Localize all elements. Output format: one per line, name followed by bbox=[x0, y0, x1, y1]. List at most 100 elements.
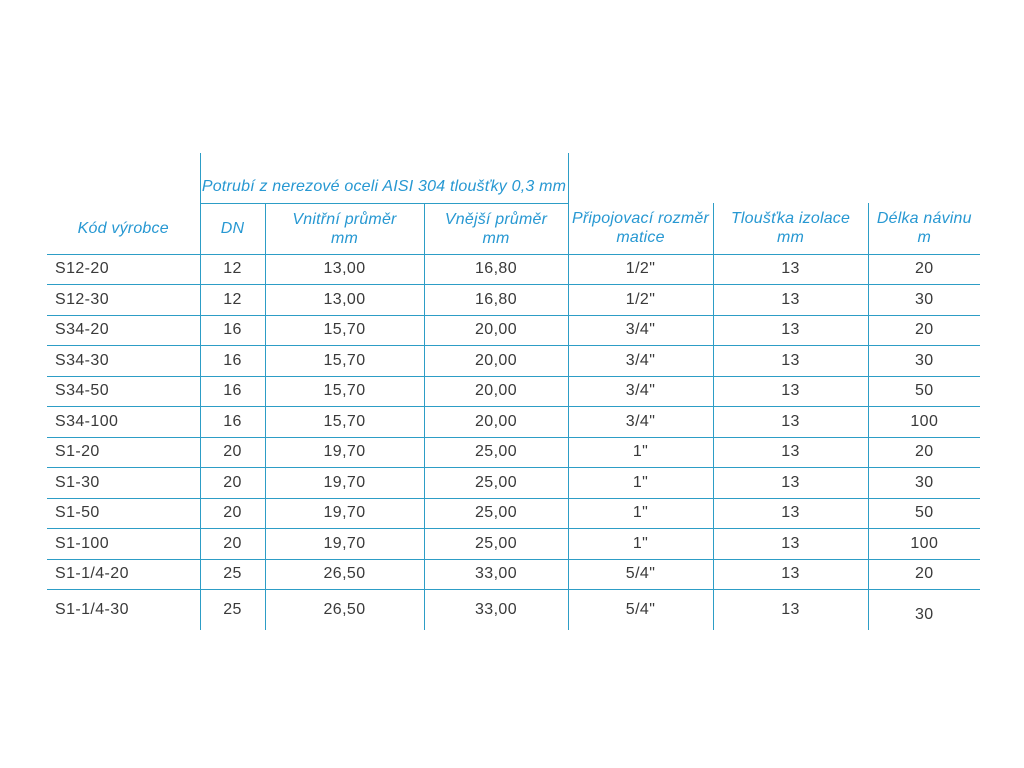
table-row: S1-100 20 19,70 25,00 1" 13 100 bbox=[47, 528, 981, 559]
cell-tloustka-izolace: 13 bbox=[712, 528, 869, 559]
cell-kod-vyrobce: S34-20 bbox=[47, 314, 200, 346]
cell-vnejsi-prumer: 20,00 bbox=[423, 375, 569, 407]
cell-pripojovaci-rozmer: 1" bbox=[567, 497, 714, 529]
cell-dn: 16 bbox=[199, 375, 265, 407]
cell-vnitrni-prumer: 13,00 bbox=[264, 253, 424, 285]
col-header-label: Vnitřní průměr bbox=[292, 210, 397, 228]
cell-vnitrni-prumer: 15,70 bbox=[264, 314, 424, 346]
product-spec-table: Potrubí z nerezové oceli AISI 304 tloušť… bbox=[47, 153, 981, 630]
cell-pripojovaci-rozmer: 1/2" bbox=[567, 284, 714, 315]
empty-corner-cell bbox=[47, 153, 200, 203]
cell-vnejsi-prumer: 25,00 bbox=[423, 497, 569, 529]
cell-vnitrni-prumer: 15,70 bbox=[264, 375, 424, 407]
span-header-row: Potrubí z nerezové oceli AISI 304 tloušť… bbox=[47, 153, 980, 204]
cell-tloustka-izolace: 13 bbox=[712, 314, 869, 346]
cell-pripojovaci-rozmer: 3/4" bbox=[567, 345, 714, 376]
table-row: S1-20 20 19,70 25,00 1" 13 20 bbox=[47, 436, 981, 468]
col-header-kod-vyrobce: Kód výrobce bbox=[47, 203, 200, 255]
cell-delka-navinu: 20 bbox=[867, 253, 981, 285]
cell-dn: 12 bbox=[199, 253, 265, 285]
cell-vnejsi-prumer: 20,00 bbox=[423, 406, 569, 437]
cell-kod-vyrobce: S12-30 bbox=[47, 284, 200, 315]
cell-tloustka-izolace: 13 bbox=[712, 284, 869, 315]
cell-tloustka-izolace: 13 bbox=[712, 436, 869, 468]
table-row: S1-1/4-20 25 26,50 33,00 5/4" 13 20 bbox=[47, 558, 981, 590]
table-row: S12-20 12 13,00 16,80 1/2" 13 20 bbox=[47, 253, 981, 285]
cell-pripojovaci-rozmer: 1" bbox=[567, 467, 714, 498]
cell-tloustka-izolace: 13 bbox=[712, 406, 869, 437]
cell-vnitrni-prumer: 19,70 bbox=[264, 436, 424, 468]
cell-vnejsi-prumer: 25,00 bbox=[423, 467, 569, 498]
cell-tloustka-izolace: 13 bbox=[712, 558, 869, 590]
cell-kod-vyrobce: S1-100 bbox=[47, 528, 200, 559]
cell-dn: 25 bbox=[199, 589, 265, 630]
cell-kod-vyrobce: S34-100 bbox=[47, 406, 200, 437]
cell-tloustka-izolace: 13 bbox=[712, 497, 869, 529]
table-row: S1-1/4-30 25 26,50 33,00 5/4" 13 30 bbox=[47, 589, 981, 630]
cell-delka-navinu: 20 bbox=[867, 558, 981, 590]
cell-dn: 20 bbox=[199, 436, 265, 468]
table-row: S1-30 20 19,70 25,00 1" 13 30 bbox=[47, 467, 981, 498]
col-header-label: Kód výrobce bbox=[77, 219, 169, 237]
cell-delka-navinu: 30 bbox=[867, 589, 981, 630]
cell-dn: 12 bbox=[199, 284, 265, 315]
cell-dn: 16 bbox=[199, 314, 265, 346]
cell-delka-navinu: 100 bbox=[867, 528, 981, 559]
cell-pripojovaci-rozmer: 1" bbox=[567, 436, 714, 468]
cell-delka-navinu: 20 bbox=[867, 314, 981, 346]
col-header-vnitrni-prumer: Vnitřní průměr mm bbox=[264, 203, 424, 255]
cell-delka-navinu: 30 bbox=[867, 467, 981, 498]
cell-vnejsi-prumer: 20,00 bbox=[423, 345, 569, 376]
cell-delka-navinu: 20 bbox=[867, 436, 981, 468]
cell-kod-vyrobce: S1-30 bbox=[47, 467, 200, 498]
table-row: S34-30 16 15,70 20,00 3/4" 13 30 bbox=[47, 345, 981, 376]
col-header-vnejsi-prumer: Vnější průměr mm bbox=[423, 203, 569, 255]
cell-vnejsi-prumer: 16,80 bbox=[423, 284, 569, 315]
cell-vnitrni-prumer: 15,70 bbox=[264, 406, 424, 437]
table-row: S34-20 16 15,70 20,00 3/4" 13 20 bbox=[47, 314, 981, 346]
cell-pripojovaci-rozmer: 3/4" bbox=[567, 314, 714, 346]
cell-vnejsi-prumer: 16,80 bbox=[423, 253, 569, 285]
cell-vnejsi-prumer: 25,00 bbox=[423, 436, 569, 468]
cell-kod-vyrobce: S34-30 bbox=[47, 345, 200, 376]
cell-pripojovaci-rozmer: 1" bbox=[567, 528, 714, 559]
col-header-dn: DN bbox=[199, 203, 265, 255]
cell-dn: 20 bbox=[199, 467, 265, 498]
col-header-unit: mm bbox=[330, 229, 359, 247]
col-header-unit: mm bbox=[777, 229, 805, 247]
cell-kod-vyrobce: S1-1/4-20 bbox=[47, 558, 200, 590]
cell-pripojovaci-rozmer: 1/2" bbox=[567, 253, 714, 285]
cell-pripojovaci-rozmer: 3/4" bbox=[567, 375, 714, 407]
cell-vnitrni-prumer: 13,00 bbox=[264, 284, 424, 315]
table-header: Potrubí z nerezové oceli AISI 304 tloušť… bbox=[47, 153, 981, 255]
col-header-delka-navinu: Délka návinu m bbox=[867, 203, 981, 255]
cell-tloustka-izolace: 13 bbox=[712, 253, 869, 285]
cell-dn: 20 bbox=[199, 528, 265, 559]
column-header-row: Kód výrobce DN Vnitřní průměr mm Vnější … bbox=[47, 203, 981, 255]
cell-vnitrni-prumer: 19,70 bbox=[264, 497, 424, 529]
cell-tloustka-izolace: 13 bbox=[712, 467, 869, 498]
cell-kod-vyrobce: S1-20 bbox=[47, 436, 200, 468]
cell-kod-vyrobce: S34-50 bbox=[47, 375, 200, 407]
cell-tloustka-izolace: 13 bbox=[712, 345, 869, 376]
cell-kod-vyrobce: S1-50 bbox=[47, 497, 200, 529]
cell-dn: 16 bbox=[199, 406, 265, 437]
col-header-unit: m bbox=[917, 229, 932, 247]
col-header-label: Délka návinu bbox=[876, 210, 972, 228]
cell-vnejsi-prumer: 20,00 bbox=[423, 314, 569, 346]
cell-pripojovaci-rozmer: 3/4" bbox=[567, 406, 714, 437]
cell-pripojovaci-rozmer: 5/4" bbox=[567, 589, 714, 630]
cell-tloustka-izolace: 13 bbox=[712, 375, 869, 407]
cell-delka-navinu: 30 bbox=[867, 284, 981, 315]
table-body: S12-20 12 13,00 16,80 1/2" 13 20 S12-30 12 13,00 1… bbox=[47, 253, 981, 630]
cell-dn: 20 bbox=[199, 497, 265, 529]
cell-delka-navinu: 100 bbox=[867, 406, 981, 437]
cell-delka-navinu: 30 bbox=[867, 345, 981, 376]
product-spec-table-wrapper: Potrubí z nerezové oceli AISI 304 tloušť… bbox=[47, 153, 981, 630]
col-header-label: Vnější průměr bbox=[444, 210, 548, 228]
table-row: S34-50 16 15,70 20,00 3/4" 13 50 bbox=[47, 375, 981, 407]
col-header-label: Připojovací rozměr bbox=[572, 210, 710, 228]
empty-header-cell bbox=[568, 153, 980, 203]
cell-vnitrni-prumer: 19,70 bbox=[264, 528, 424, 559]
cell-delka-navinu: 50 bbox=[867, 497, 981, 529]
